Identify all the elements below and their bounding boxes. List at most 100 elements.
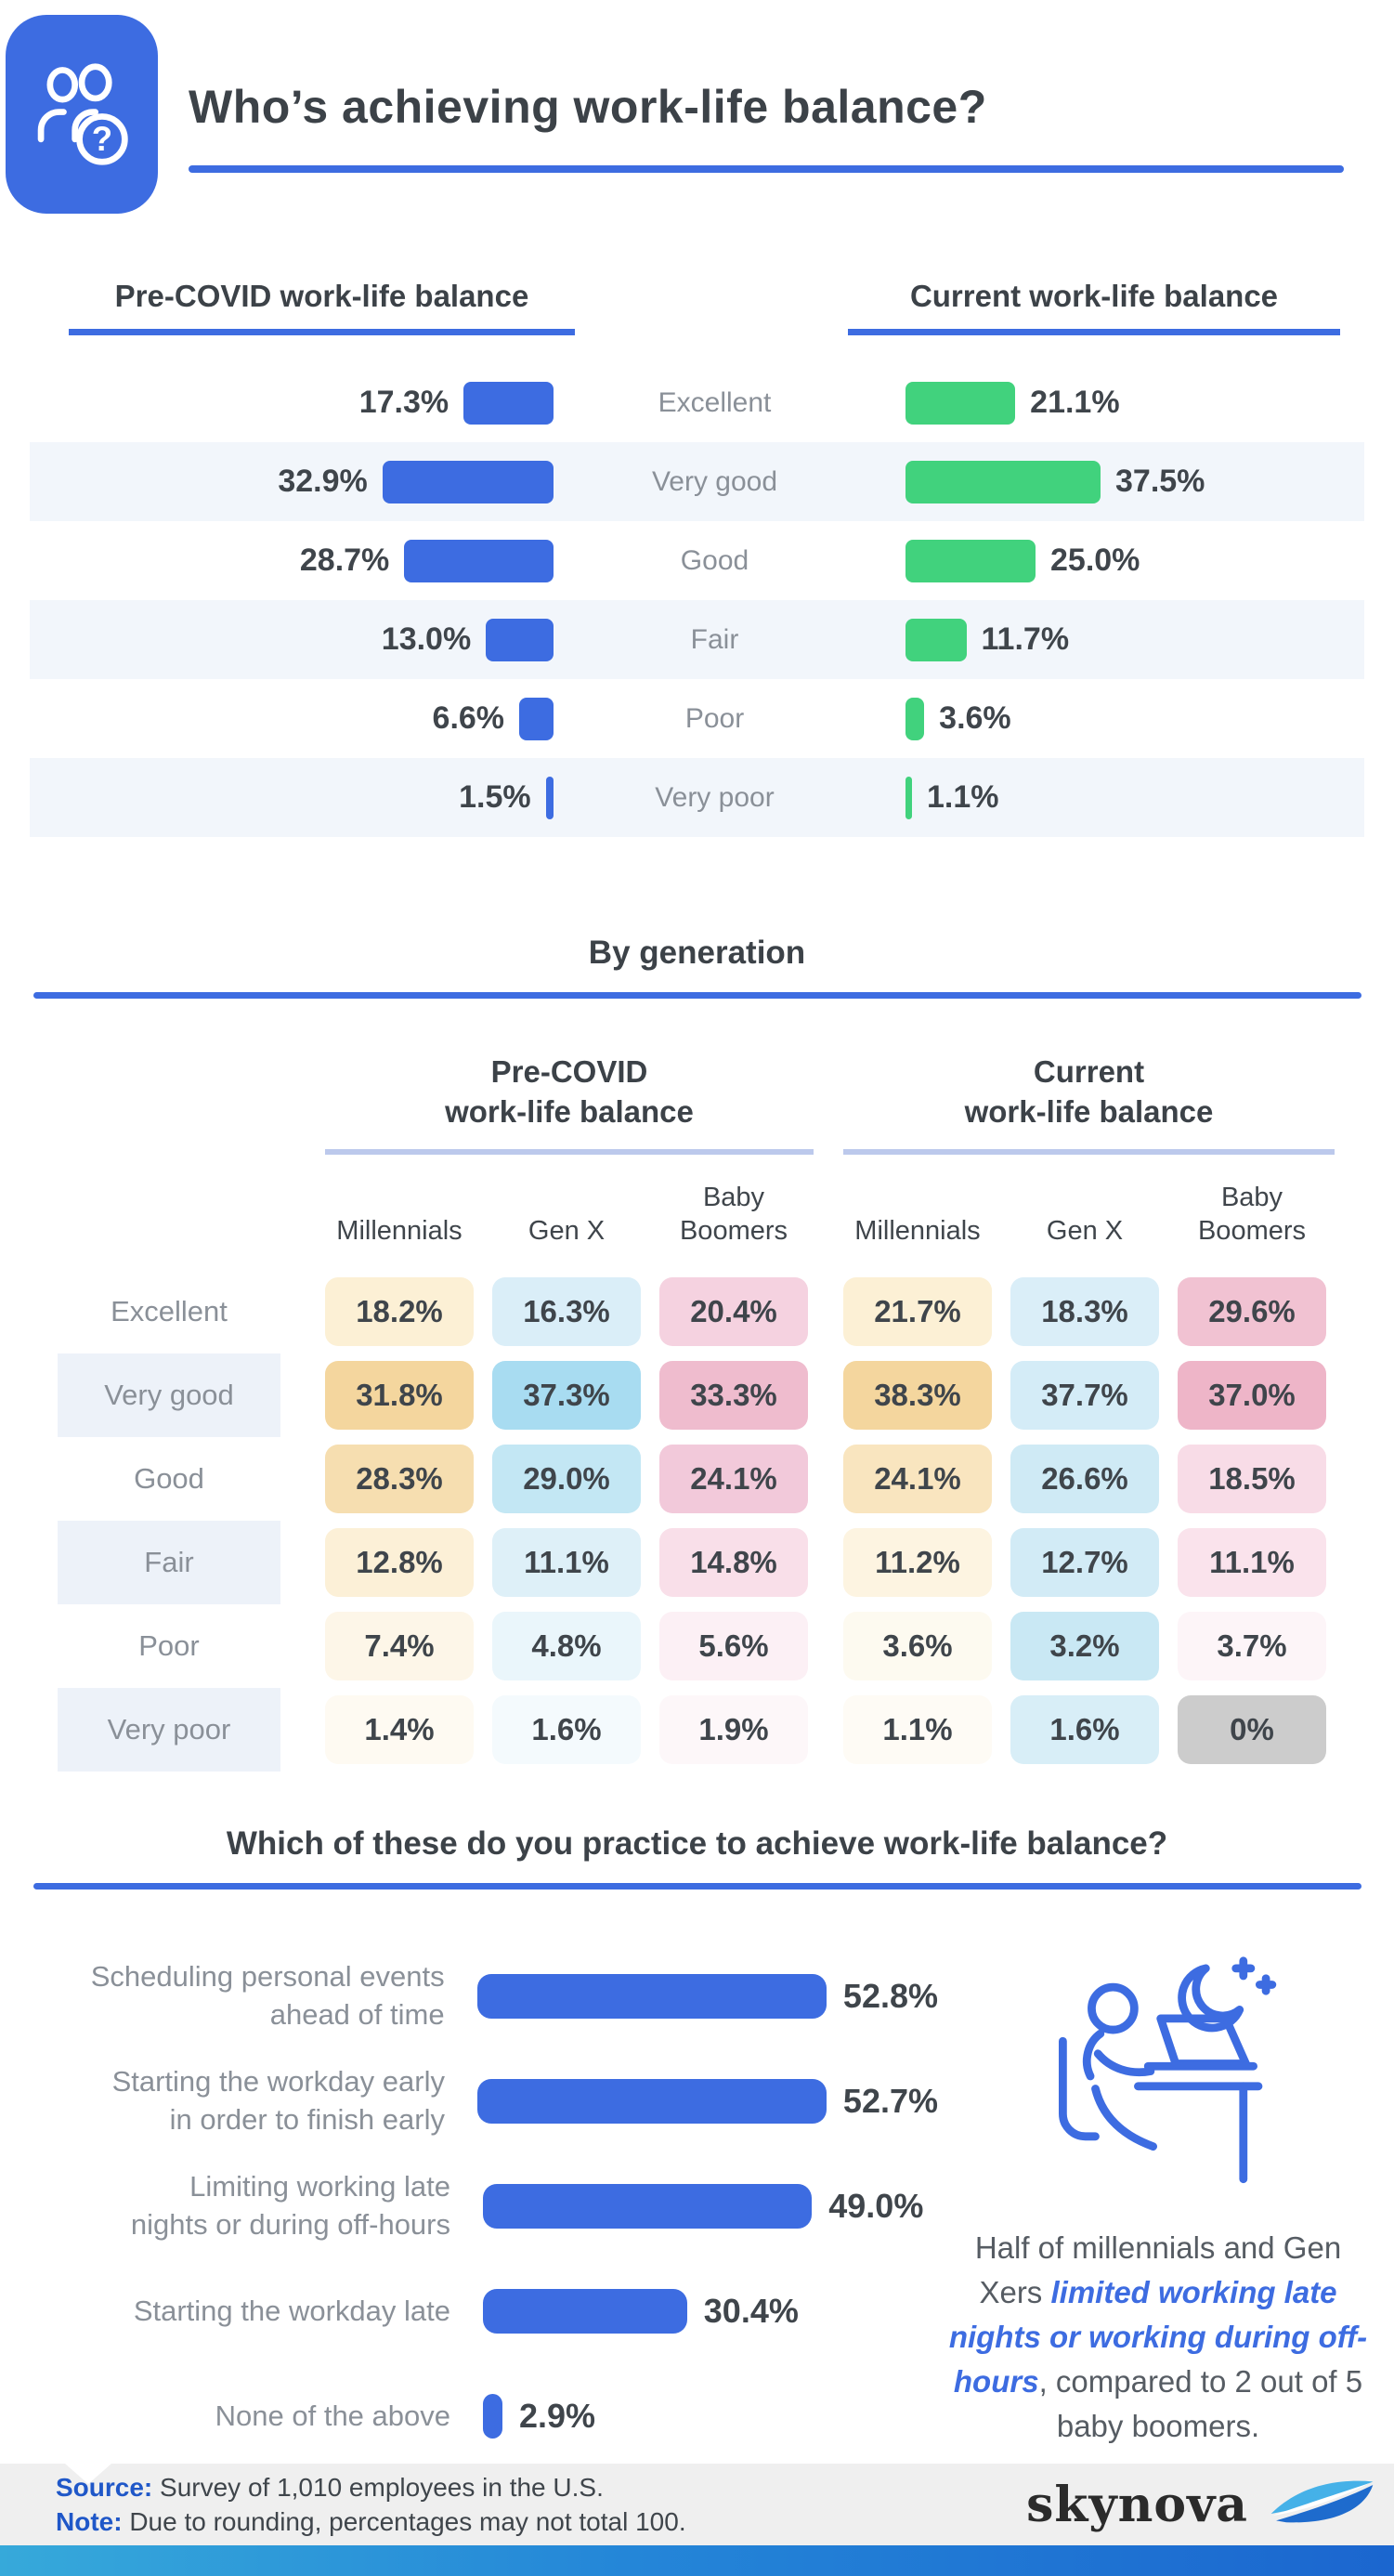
practice-row: Scheduling personal events ahead of time … [28,1943,938,2048]
brand-badge: ? [6,15,158,214]
table-cell: 5.6% [659,1612,808,1681]
current-bar [905,460,1101,503]
table-cell: 37.3% [492,1361,641,1431]
practice-bar [483,2393,502,2439]
table-cell: 28.3% [325,1445,474,1514]
comparison-chart: Pre-COVID work-life balance Current work… [30,279,1364,837]
category-label: Very poor [655,781,775,813]
page-title: Who’s achieving work-life balance? [189,81,987,133]
table-row: Very poor 1.4% 1.6% 1.9% 1.1% 1.6% 0% [58,1688,1394,1772]
practice-row: Starting the workday early in order to fi… [28,2048,938,2153]
bottom-accent-bar [0,2545,1394,2576]
table-cell: 18.5% [1178,1445,1326,1514]
row-label: Poor [138,1629,200,1663]
pre-value-label: 13.0% [381,621,472,657]
callout-text: Half of millennials and Gen Xers limited… [948,2230,1368,2443]
comparison-row: 13.0% Fair 11.7% [30,600,1364,679]
category-label: Good [680,544,749,576]
row-label: Very poor [58,1688,280,1772]
current-value-label: 37.5% [1115,464,1205,499]
pre-covid-heading: Pre-COVID work-life balance [69,279,575,335]
table-cell: 3.2% [1010,1612,1159,1681]
table-cell: 16.3% [492,1277,641,1347]
column-header: Gen X [1046,1216,1124,1247]
table-cell: 29.6% [1178,1277,1326,1347]
current-value-label: 11.7% [981,621,1070,657]
person-working-late-night-icon [1059,1956,1277,2184]
by-generation-title: By generation [588,935,806,971]
row-label: Good [134,1462,204,1496]
table-cell: 37.7% [1010,1361,1159,1431]
brand-logo: skynova [1026,2475,1379,2534]
table-cell: 12.8% [325,1528,474,1598]
practice-bar [483,2183,813,2229]
table-row: Good 28.3% 29.0% 24.1% 24.1% 26.6% 18.5% [58,1437,1394,1521]
practice-bar [483,2288,687,2334]
pre-bar [519,697,554,740]
section-underline [33,992,1361,999]
table-cell: 18.3% [1010,1277,1159,1347]
current-value-label: 21.1% [1030,385,1120,420]
practice-label: Scheduling personal events ahead of time [90,1960,445,2031]
pre-bar [463,381,554,425]
title-underline [189,165,1344,173]
table-cell: 7.4% [325,1612,474,1681]
column-header: Baby Boomers [1197,1182,1307,1247]
table-cell: 26.6% [1010,1445,1159,1514]
practice-row: None of the above 2.9% [28,2363,938,2468]
practice-label: Starting the workday late [133,2294,450,2327]
comparison-row: 1.5% Very poor 1.1% [30,758,1364,837]
brand-name: skynova [1026,2476,1248,2533]
table-cell: 0% [1178,1695,1326,1765]
table-column-headers: Millennials Gen X Baby Boomers Millennia… [325,1181,1394,1249]
table-row: Very good 31.8% 37.3% 33.3% 38.3% 37.7% … [58,1353,1394,1438]
group-header-current: Current work-life balance [843,1053,1335,1155]
column-header: Baby Boomers [679,1182,788,1247]
table-cell: 11.1% [492,1528,641,1598]
header: ? Who’s achieving work-life balance? [0,0,1394,234]
section-underline [33,1883,1361,1890]
table-cell: 4.8% [492,1612,641,1681]
category-label: Very good [651,465,778,497]
table-cell: 14.8% [659,1528,808,1598]
practices-body: Scheduling personal events ahead of time … [28,1943,1394,2468]
current-value-label: 1.1% [927,779,999,815]
pre-value-label: 17.3% [358,385,449,420]
comparison-row: 32.9% Very good 37.5% [30,442,1364,521]
current-bar [905,697,925,740]
pre-value-label: 28.7% [299,543,390,578]
pre-value-label: 32.9% [278,464,368,499]
practice-row: Starting the workday late 30.4% [28,2258,938,2363]
table-cell: 21.7% [843,1277,992,1347]
current-bar [905,539,1036,582]
table-cell: 1.9% [659,1695,808,1765]
practice-value: 49.0% [828,2186,924,2225]
row-label: Fair [58,1521,280,1605]
comparison-row: 17.3% Excellent 21.1% [30,363,1364,442]
pre-bar [382,460,554,503]
practice-value: 30.4% [703,2291,799,2330]
table-cell: 11.2% [843,1528,992,1598]
footer-notch [65,2464,111,2484]
table-cell: 38.3% [843,1361,992,1431]
current-value-label: 25.0% [1050,543,1140,578]
column-header: Millennials [336,1216,462,1247]
practice-label: Starting the workday early in order to fi… [111,2065,445,2136]
table-cell: 20.4% [659,1277,808,1347]
table-cell: 1.6% [1010,1695,1159,1765]
practice-row: Limiting working late nights or during of… [28,2153,938,2258]
column-header: Millennials [854,1216,981,1247]
table-cell: 12.7% [1010,1528,1159,1598]
pre-bar [545,776,554,819]
pre-bar [486,618,554,661]
table-cell: 37.0% [1178,1361,1326,1431]
table-cell: 1.6% [492,1695,641,1765]
practice-value: 52.8% [842,1976,938,2015]
table-cell: 31.8% [325,1361,474,1431]
table-group-headers: Pre-COVID work-life balance Current work… [325,1053,1394,1155]
source-note-block: Source: Survey of 1,010 employees in the… [56,2470,686,2539]
table-row: Fair 12.8% 11.1% 14.8% 11.2% 12.7% 11.1% [58,1521,1394,1605]
row-label: Very good [58,1353,280,1438]
practice-label: None of the above [215,2399,450,2432]
row-label: Excellent [111,1295,228,1328]
